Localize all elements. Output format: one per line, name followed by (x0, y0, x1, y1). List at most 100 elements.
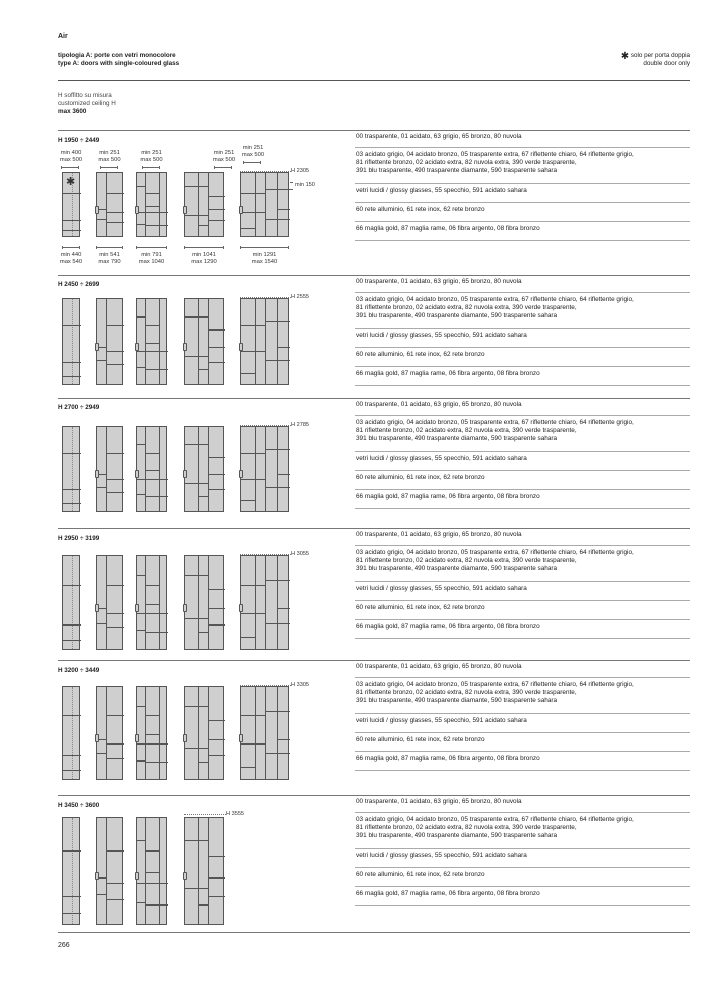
door-transom (185, 444, 209, 446)
door-frame-line (145, 299, 147, 384)
finish-row: 00 trasparente, 01 acidato, 63 grigio, 6… (356, 278, 522, 286)
row-divider (355, 905, 690, 906)
handle-icon (95, 734, 99, 742)
door-frame-line (105, 818, 108, 924)
door-transom (241, 584, 266, 586)
row-divider (355, 619, 690, 620)
door-transom (185, 839, 209, 841)
door-transom (209, 208, 225, 210)
door-transom (277, 738, 290, 740)
finish-text: 00 trasparente, 01 acidato, 63 grigio, 6… (356, 663, 522, 670)
row-divider (355, 867, 690, 868)
door-frame-line (208, 427, 210, 511)
finish-text: 60 rete alluminio, 61 rete inox, 62 rete… (356, 871, 485, 878)
dimension-text: min 440 (60, 252, 82, 258)
handle-icon (183, 205, 187, 214)
dimension-text: min 400 (60, 150, 82, 156)
door-drawing (62, 555, 81, 650)
row-divider (355, 385, 690, 386)
row-divider (355, 600, 690, 601)
door-transom (265, 579, 290, 581)
finish-text: 391 blu trasparente, 490 trasparente dia… (356, 565, 558, 573)
door-transom (63, 230, 81, 232)
door-transom (63, 192, 81, 194)
double-door-note-en: double door only (643, 60, 690, 67)
finish-text: 391 blu trasparente, 490 trasparente dia… (356, 312, 558, 320)
door-transom (137, 575, 147, 577)
door-transom (185, 617, 209, 619)
door-transom (185, 186, 209, 188)
door-transom (137, 743, 168, 745)
door-transom (209, 608, 225, 610)
door-drawing (183, 555, 225, 650)
section-divider (58, 130, 690, 131)
handle-icon (95, 205, 99, 214)
door-transom (106, 491, 124, 493)
handle-icon (135, 603, 139, 612)
door-transom (209, 719, 225, 722)
door-frame-line (105, 687, 108, 779)
door-drawing (183, 172, 225, 237)
finish-text: 03 acidato grigio, 04 acidato bronzo, 05… (356, 816, 634, 823)
door-frame-line (208, 687, 210, 779)
finish-text: 03 acidato grigio, 04 acidato bronzo, 05… (356, 296, 634, 303)
door-transom (146, 603, 161, 605)
door-transom (63, 754, 81, 756)
finish-row: 00 trasparente, 01 acidato, 63 grigio, 6… (356, 401, 522, 409)
door-drawing (95, 172, 124, 237)
door-transom (63, 584, 81, 586)
door-drawing (135, 686, 168, 780)
handle-icon (95, 603, 99, 612)
door-transom (241, 192, 266, 194)
dimension-tick (141, 166, 160, 169)
finish-row: 60 rete alluminio, 61 rete inox, 62 rete… (356, 351, 485, 359)
door-transom (241, 351, 266, 353)
door-frame-line (159, 556, 161, 649)
handle-icon (183, 603, 187, 612)
door-transom (63, 361, 81, 363)
door-transom (106, 882, 124, 884)
door-frame-line (105, 556, 108, 649)
finish-row: 03 acidato grigio, 04 acidato bronzo, 05… (356, 681, 634, 706)
height-range-label: H 2950 ÷ 3199 (58, 535, 100, 542)
section-divider (58, 398, 690, 399)
finish-row: 66 maglia gold, 87 maglia rame, 06 fibra… (356, 755, 540, 763)
door-transom (106, 351, 124, 353)
finish-text: vetri lucidi / glossy glasses, 55 specch… (356, 852, 527, 859)
door-transom (137, 223, 147, 225)
finish-text: 00 trasparente, 01 acidato, 63 grigio, 6… (356, 798, 522, 805)
finish-text: vetri lucidi / glossy glasses, 55 specch… (356, 585, 527, 592)
door-transom (265, 320, 290, 322)
door-transom (106, 478, 124, 480)
door-transom (209, 474, 225, 476)
door-transom (106, 325, 124, 327)
ceiling-line (240, 171, 291, 172)
door-transom (185, 705, 209, 707)
door-transom (137, 212, 168, 214)
door-transom (137, 882, 168, 884)
door-transom (146, 368, 168, 370)
door-drawing (62, 817, 81, 925)
door-transom (137, 613, 168, 615)
dimension-tick (96, 246, 123, 249)
door-drawing (95, 298, 124, 385)
door-transom (63, 488, 81, 491)
door-transom (137, 186, 147, 188)
dimension-text: max 790 (98, 259, 121, 265)
finish-text: 60 rete alluminio, 61 rete inox, 62 rete… (356, 474, 485, 481)
height-range-label: H 3450 ÷ 3600 (58, 802, 100, 809)
door-transom (106, 627, 124, 629)
dimension-text: max 1040 (138, 259, 165, 265)
door-drawing (239, 555, 290, 650)
top-dimension: min 251 max 500 (212, 150, 236, 164)
door-frame-line (105, 173, 108, 236)
finish-text: 81 riflettente bronzo, 02 acidato extra,… (356, 824, 577, 832)
finish-row: 03 acidato grigio, 04 acidato bronzo, 05… (356, 151, 634, 176)
door-transom (209, 457, 225, 459)
door-transom (97, 346, 107, 349)
door-transom (209, 895, 225, 897)
door-transom (63, 375, 81, 377)
double-door-note: ✱ solo per porta doppia (620, 51, 690, 62)
door-drawing (135, 298, 168, 385)
dimension-text: max 500 (59, 157, 83, 163)
